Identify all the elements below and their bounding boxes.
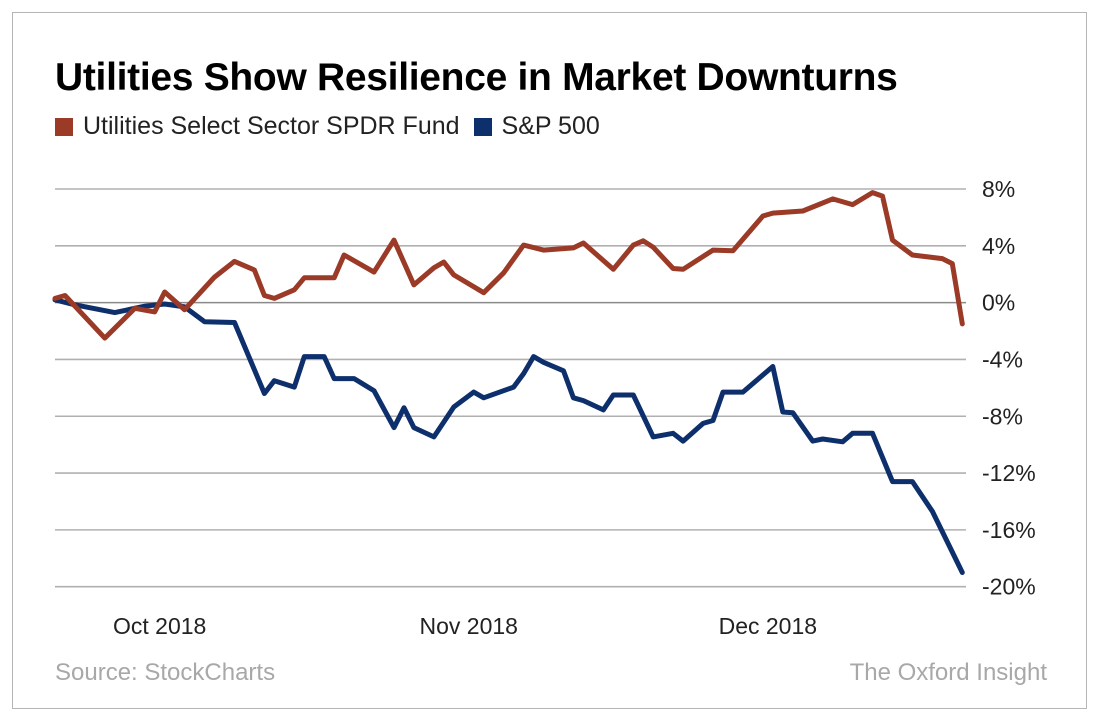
x-tick-label: Dec 2018 [719,613,817,639]
y-tick-label: -4% [982,346,1023,372]
y-tick-label: -16% [982,517,1036,543]
legend-swatch-sp500 [473,117,492,136]
series-line-utilities [52,190,965,341]
y-tick-label: 4% [982,233,1015,259]
x-tick-label: Oct 2018 [113,613,206,639]
y-tick-label: 8% [982,176,1015,202]
chart-frame [12,12,1087,709]
brand-credit: The Oxford Insight [849,659,1047,686]
y-tick-label: -20% [982,574,1036,600]
y-tick-label: 0% [982,290,1015,316]
legend: Utilities Select Sector SPDR Fund S&P 50… [55,112,614,141]
legend-item-sp500: S&P 500 [473,112,600,141]
legend-item-utilities: Utilities Select Sector SPDR Fund [55,112,460,141]
source-note: Source: StockCharts [55,659,276,686]
chart-title: Utilities Show Resilience in Market Down… [55,56,898,99]
legend-swatch-utilities [55,117,73,136]
y-tick-label: -8% [982,403,1023,429]
legend-label-utilities: Utilities Select Sector SPDR Fund [83,112,460,140]
legend-label-sp500: S&P 500 [501,112,600,140]
x-tick-label: Nov 2018 [420,613,518,639]
y-tick-label: -12% [982,460,1036,486]
series-line-sp500 [52,297,965,575]
